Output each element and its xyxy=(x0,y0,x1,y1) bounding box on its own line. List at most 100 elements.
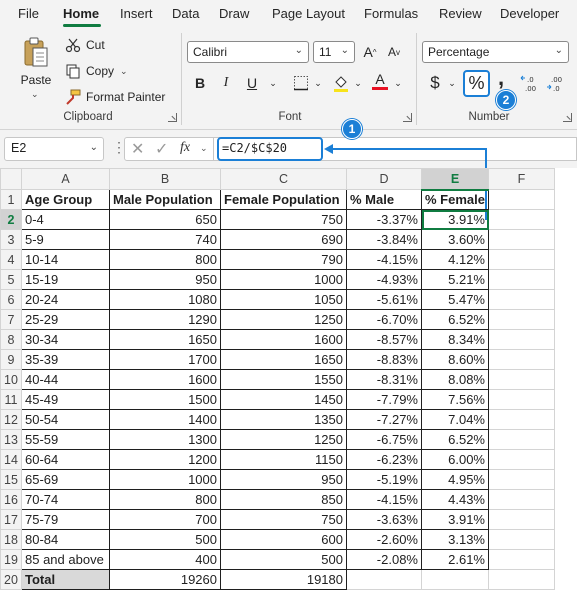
percent-male-cell[interactable]: -2.60% xyxy=(346,529,422,550)
name-box[interactable]: E2 ⌄ xyxy=(4,137,104,161)
header-cell[interactable]: Female Population xyxy=(220,189,347,210)
format-painter-button[interactable]: Format Painter xyxy=(64,87,165,107)
age-group-cell[interactable]: 40-44 xyxy=(21,369,110,390)
male-population-cell[interactable]: 400 xyxy=(109,549,221,570)
percent-female-cell[interactable]: 3.91% xyxy=(421,509,489,530)
currency-format-button[interactable]: $ xyxy=(425,72,445,94)
cell[interactable] xyxy=(488,349,555,370)
percent-female-cell[interactable]: 4.43% xyxy=(421,489,489,510)
percent-female-cell[interactable]: 7.56% xyxy=(421,389,489,410)
cell[interactable] xyxy=(421,569,489,590)
column-header[interactable]: D xyxy=(346,168,422,190)
total-male-cell[interactable]: 19260 xyxy=(109,569,221,590)
cell[interactable] xyxy=(488,309,555,330)
age-group-cell[interactable]: 0-4 xyxy=(21,209,110,230)
percent-female-cell[interactable]: 6.52% xyxy=(421,429,489,450)
increase-font-size-button[interactable]: A ^ xyxy=(363,44,377,60)
percent-male-cell[interactable]: -5.61% xyxy=(346,289,422,310)
decrease-decimal-button[interactable]: .00.0 xyxy=(546,72,566,94)
total-female-cell[interactable]: 19180 xyxy=(220,569,347,590)
cancel-icon[interactable]: ✕ xyxy=(131,141,145,158)
male-population-cell[interactable]: 1500 xyxy=(109,389,221,410)
male-population-cell[interactable]: 1290 xyxy=(109,309,221,330)
number-format-select[interactable]: Percentage ⌄ xyxy=(422,41,569,63)
age-group-cell[interactable]: 20-24 xyxy=(21,289,110,310)
font-name-select[interactable]: Calibri ⌄ xyxy=(187,41,309,63)
percent-male-cell[interactable]: -7.27% xyxy=(346,409,422,430)
female-population-cell[interactable]: 750 xyxy=(220,209,347,230)
row-header[interactable]: 7 xyxy=(0,309,22,330)
underline-button[interactable]: U xyxy=(242,72,262,94)
tab-draw[interactable]: Draw xyxy=(219,6,250,21)
male-population-cell[interactable]: 740 xyxy=(109,229,221,250)
female-population-cell[interactable]: 690 xyxy=(220,229,347,250)
select-all-corner[interactable] xyxy=(0,168,22,190)
female-population-cell[interactable]: 1050 xyxy=(220,289,347,310)
male-population-cell[interactable]: 1700 xyxy=(109,349,221,370)
row-header[interactable]: 17 xyxy=(0,509,22,530)
tab-home[interactable]: Home xyxy=(63,6,100,21)
cell[interactable] xyxy=(488,509,555,530)
cell[interactable] xyxy=(488,229,555,250)
percent-male-cell[interactable]: -7.79% xyxy=(346,389,422,410)
percent-male-cell[interactable]: -3.84% xyxy=(346,229,422,250)
percent-male-cell[interactable]: -8.31% xyxy=(346,369,422,390)
male-population-cell[interactable]: 1200 xyxy=(109,449,221,470)
female-population-cell[interactable]: 1600 xyxy=(220,329,347,350)
chevron-down-icon[interactable]: ⌄ xyxy=(31,89,39,99)
row-header[interactable]: 5 xyxy=(0,269,22,290)
tab-formulas[interactable]: Formulas xyxy=(364,6,419,21)
percent-male-cell[interactable]: -8.57% xyxy=(346,329,422,350)
female-population-cell[interactable]: 950 xyxy=(220,469,347,490)
row-header[interactable]: 20 xyxy=(0,569,22,590)
cell[interactable] xyxy=(488,409,555,430)
age-group-cell[interactable]: 45-49 xyxy=(21,389,110,410)
enter-check-icon[interactable]: ✓ xyxy=(155,141,169,158)
percent-male-cell[interactable]: -6.23% xyxy=(346,449,422,470)
age-group-cell[interactable]: 50-54 xyxy=(21,409,110,430)
cell[interactable] xyxy=(488,269,555,290)
cell[interactable] xyxy=(488,549,555,570)
percent-male-cell[interactable]: -2.08% xyxy=(346,549,422,570)
percent-style-button[interactable]: % xyxy=(463,70,490,97)
male-population-cell[interactable]: 650 xyxy=(109,209,221,230)
male-population-cell[interactable]: 1400 xyxy=(109,409,221,430)
percent-male-cell[interactable]: -3.63% xyxy=(346,509,422,530)
female-population-cell[interactable]: 1650 xyxy=(220,349,347,370)
age-group-cell[interactable]: 15-19 xyxy=(21,269,110,290)
male-population-cell[interactable]: 800 xyxy=(109,249,221,270)
percent-male-cell[interactable]: -4.93% xyxy=(346,269,422,290)
female-population-cell[interactable]: 790 xyxy=(220,249,347,270)
male-population-cell[interactable]: 1650 xyxy=(109,329,221,350)
fill-color-options-button[interactable]: ⌄ xyxy=(352,72,364,94)
age-group-cell[interactable]: 85 and above xyxy=(21,549,110,570)
male-population-cell[interactable]: 1300 xyxy=(109,429,221,450)
percent-female-cell[interactable]: 4.95% xyxy=(421,469,489,490)
cell[interactable] xyxy=(488,329,555,350)
age-group-cell[interactable]: 10-14 xyxy=(21,249,110,270)
cell[interactable] xyxy=(488,429,555,450)
tab-developer[interactable]: Developer xyxy=(500,6,560,21)
cell[interactable] xyxy=(488,569,555,590)
cell[interactable] xyxy=(346,569,422,590)
increase-decimal-button[interactable]: .0.00 xyxy=(520,72,540,94)
row-header[interactable]: 15 xyxy=(0,469,22,490)
percent-female-cell[interactable]: 6.00% xyxy=(421,449,489,470)
age-group-cell[interactable]: 65-69 xyxy=(21,469,110,490)
percent-female-cell[interactable]: 3.91% xyxy=(421,209,489,230)
age-group-cell[interactable]: 60-64 xyxy=(21,449,110,470)
female-population-cell[interactable]: 1150 xyxy=(220,449,347,470)
column-header[interactable]: E xyxy=(421,168,489,191)
row-header[interactable]: 6 xyxy=(0,289,22,310)
header-cell[interactable]: % Male xyxy=(346,189,422,210)
column-header[interactable]: B xyxy=(109,168,221,190)
percent-female-cell[interactable]: 8.60% xyxy=(421,349,489,370)
female-population-cell[interactable]: 850 xyxy=(220,489,347,510)
female-population-cell[interactable]: 1250 xyxy=(220,309,347,330)
male-population-cell[interactable]: 500 xyxy=(109,529,221,550)
font-dialog-launcher-icon[interactable] xyxy=(403,113,412,122)
percent-female-cell[interactable]: 4.12% xyxy=(421,249,489,270)
column-header[interactable]: F xyxy=(488,168,555,190)
cell[interactable] xyxy=(488,369,555,390)
